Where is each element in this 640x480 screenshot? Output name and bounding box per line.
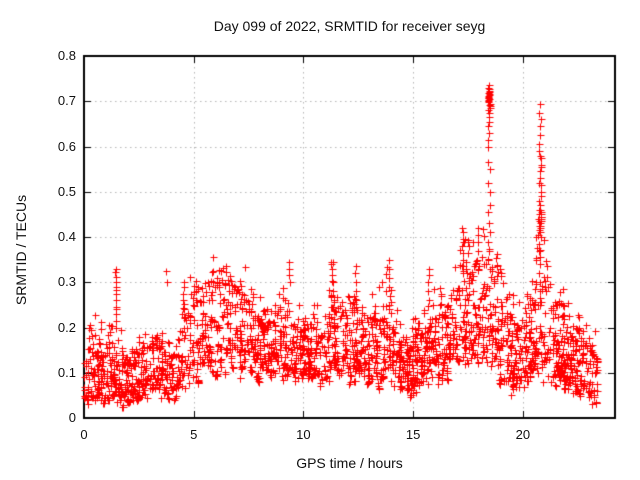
y-tick-label: 0.8 [57, 48, 76, 63]
y-tick-label: 0.3 [57, 274, 76, 290]
y-tick-label: 0.4 [57, 229, 76, 244]
x-tick-label: 20 [515, 427, 531, 442]
y-tick-label: 0.5 [57, 183, 76, 199]
x-tick-label: 5 [190, 427, 198, 442]
y-tick-label: 0 [68, 410, 76, 425]
y-tick-label: 0.2 [57, 319, 76, 335]
y-tick-label: 0.6 [57, 138, 76, 154]
y-tick-label: 0.1 [57, 364, 76, 380]
x-tick-label: 0 [80, 427, 88, 442]
y-tick-label: 0.7 [57, 93, 76, 109]
x-tick-label: 15 [405, 427, 421, 442]
x-tick-label: 10 [296, 427, 311, 442]
